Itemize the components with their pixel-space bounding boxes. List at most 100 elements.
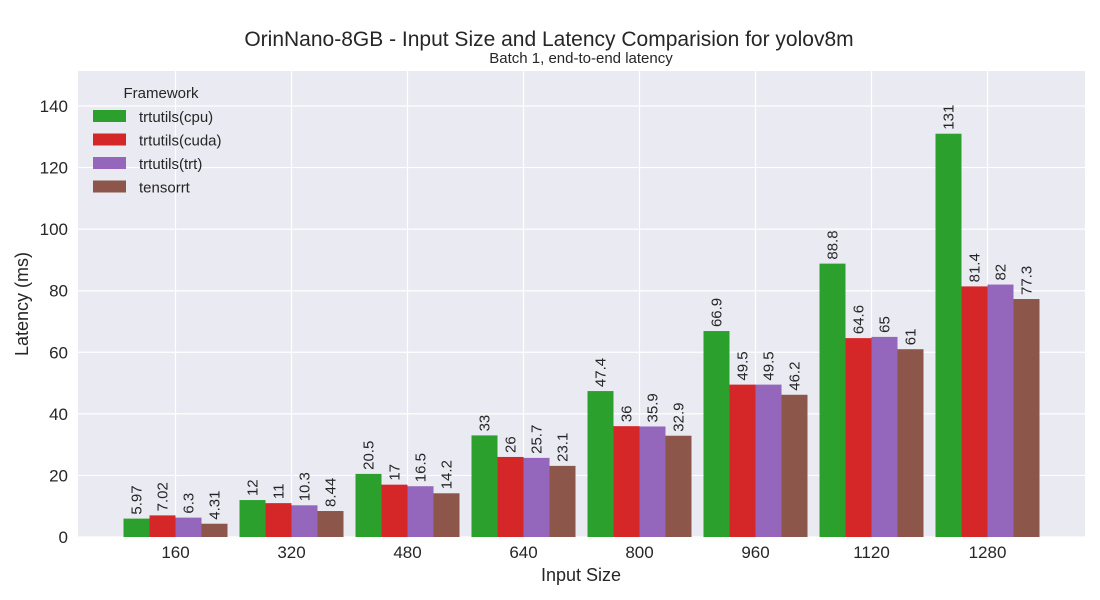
bar: [497, 456, 524, 537]
bar: [407, 486, 434, 537]
bar-value-label: 49.5: [761, 351, 778, 380]
chart-title: OrinNano-8GB - Input Size and Latency Co…: [244, 28, 853, 51]
x-tick-label: 1280: [969, 543, 1007, 562]
y-tick-label: 20: [49, 466, 68, 485]
y-tick-label: 60: [49, 343, 68, 362]
bar: [961, 286, 988, 537]
chart-subtitle: Batch 1, end-to-end latency: [489, 50, 673, 67]
legend-label: trtutils(cpu): [139, 109, 213, 126]
x-axis-ticks: 160 320 480 640 800 960 1120 1280: [161, 543, 1006, 562]
bar: [987, 284, 1014, 537]
bar-value-label: 5.97: [129, 485, 146, 514]
y-tick-label: 120: [40, 159, 68, 178]
bar: [1013, 299, 1040, 537]
x-tick-label: 320: [277, 543, 305, 562]
bar-value-label: 16.5: [413, 453, 430, 482]
y-tick-label: 140: [40, 97, 68, 116]
x-tick-label: 800: [625, 543, 653, 562]
bar-value-label: 88.8: [825, 230, 842, 259]
bar: [355, 473, 382, 537]
legend-title: Framework: [123, 85, 199, 102]
bar-value-label: 20.5: [361, 441, 378, 470]
x-tick-label: 1120: [853, 543, 890, 562]
bar-value-label: 14.2: [439, 460, 456, 489]
bar: [265, 503, 292, 537]
bar: [381, 484, 408, 537]
x-axis-label: Input Size: [541, 565, 621, 585]
bars: [123, 133, 1040, 537]
bar-value-label: 26: [503, 436, 520, 453]
bar: [781, 394, 808, 537]
bar-value-label: 6.3: [181, 493, 198, 514]
bar: [239, 500, 266, 537]
bar: [703, 331, 730, 537]
bar: [201, 523, 228, 537]
bar-value-label: 17: [387, 464, 404, 481]
bar-value-label: 36: [619, 405, 636, 422]
y-tick-label: 40: [49, 405, 68, 424]
bar: [291, 505, 318, 537]
bar: [317, 511, 344, 537]
bar-value-label: 82: [993, 264, 1010, 281]
bar: [639, 426, 666, 537]
bar-value-label: 47.4: [593, 358, 610, 387]
x-tick-label: 480: [393, 543, 421, 562]
bar-value-label: 33: [477, 415, 494, 432]
legend-label: trtutils(cuda): [139, 133, 222, 150]
bar: [523, 457, 550, 537]
bar-labels: 5.97 12 20.5 33 47.4 66.9 88.8 131 7.02 11 17 26 36 4…: [129, 105, 1036, 520]
bar: [613, 426, 640, 537]
legend: Framework trtutils(cpu) trtutils(cuda) trt…: [93, 85, 222, 197]
bar: [897, 349, 924, 537]
bar: [587, 391, 614, 537]
bar-value-label: 32.9: [671, 403, 688, 432]
bar: [845, 338, 872, 537]
plot-area: [78, 71, 1085, 537]
bar-value-label: 131: [941, 105, 958, 130]
bar-value-label: 66.9: [709, 298, 726, 327]
bar-value-label: 7.02: [155, 482, 172, 511]
y-tick-label: 0: [59, 528, 68, 547]
bar: [433, 493, 460, 537]
y-tick-label: 100: [40, 220, 68, 239]
x-tick-label: 960: [741, 543, 769, 562]
x-tick-label: 640: [509, 543, 537, 562]
legend-swatch: [93, 110, 126, 122]
legend-swatch: [93, 133, 126, 146]
bar: [819, 263, 846, 537]
bar: [935, 133, 962, 537]
bar: [471, 435, 498, 537]
y-axis-label: Latency (ms): [12, 252, 32, 356]
bar-value-label: 46.2: [787, 362, 804, 391]
bar-value-label: 4.31: [207, 491, 224, 520]
x-tick-label: 160: [161, 543, 189, 562]
bar-value-label: 8.44: [323, 478, 340, 507]
bar: [729, 384, 756, 537]
y-tick-label: 80: [49, 282, 68, 301]
bar-value-label: 65: [877, 316, 894, 333]
bar: [175, 517, 202, 537]
legend-swatch: [93, 180, 126, 193]
legend-swatch: [93, 157, 126, 169]
bar-value-label: 61: [903, 329, 920, 346]
bar-value-label: 23.1: [555, 433, 572, 462]
bar: [665, 435, 692, 537]
bar-value-label: 49.5: [735, 351, 752, 380]
bar: [755, 384, 782, 537]
legend-label: trtutils(trt): [139, 156, 202, 173]
bar: [549, 465, 576, 537]
bar-value-label: 25.7: [529, 425, 546, 454]
bar-value-label: 77.3: [1019, 266, 1036, 295]
bar-value-label: 81.4: [967, 253, 984, 282]
bar: [871, 336, 898, 537]
bar-value-label: 11: [271, 484, 288, 500]
bar-value-label: 10.3: [297, 472, 314, 501]
bar: [149, 515, 176, 537]
y-axis-ticks: 0 20 40 60 80 100 120 140: [40, 97, 68, 547]
bar-value-label: 64.6: [851, 305, 868, 334]
bar-value-label: 12: [245, 479, 262, 496]
bar: [123, 518, 150, 537]
bar-value-label: 35.9: [645, 393, 662, 422]
legend-label: tensorrt: [139, 180, 191, 197]
